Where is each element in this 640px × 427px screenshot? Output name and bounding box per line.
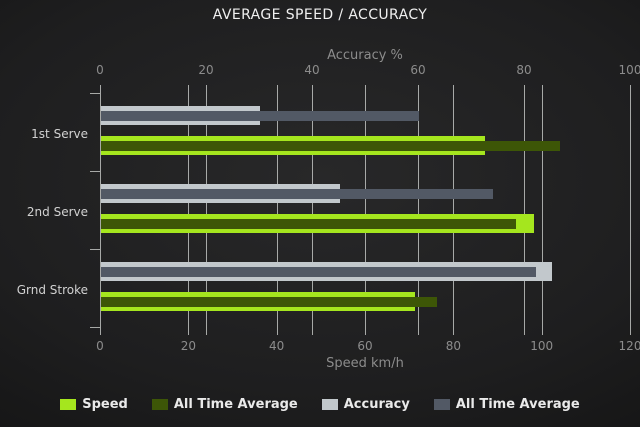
bottom-axis-tick: 20: [180, 339, 196, 353]
legend: Speed All Time Average Accuracy All Time Av…: [0, 397, 640, 412]
bottom-axis-tick: 0: [96, 339, 104, 353]
legend-item-label: Accuracy: [343, 397, 410, 412]
bottom-axis-tick: 100: [530, 339, 554, 353]
bar-2nd-serve-all-time-average-all-time: [101, 188, 494, 199]
gridline: [100, 85, 101, 335]
category-label: 2nd Serve: [26, 205, 88, 219]
gridline: [453, 85, 454, 335]
category-label: 1st Serve: [31, 127, 88, 141]
axis-serif: [90, 93, 100, 94]
top-axis-tick: 40: [304, 63, 320, 77]
bar-1st-serve-all-time-average-all-time: [101, 140, 561, 151]
top-axis-tick: 0: [96, 63, 104, 77]
gridline: [188, 85, 189, 335]
bar-2nd-serve-all-time-average-all-time: [101, 218, 517, 229]
legend-item-speed: Speed: [60, 397, 128, 412]
top-axis-tick: 20: [198, 63, 214, 77]
top-axis-label: Accuracy %: [327, 48, 403, 63]
legend-swatch-all-time-average: [151, 399, 168, 410]
gridline: [365, 85, 366, 335]
chart-title: AVERAGE SPEED / ACCURACY: [212, 7, 428, 23]
bottom-axis-tick: 40: [269, 339, 285, 353]
legend-item-all-time-average: All Time Average: [433, 397, 580, 412]
top-axis-tick: 80: [516, 63, 532, 77]
plot-area: [90, 85, 631, 335]
category-label: Grnd Stroke: [16, 283, 88, 297]
legend-swatch-all-time-average: [433, 399, 450, 410]
bar-grnd-stroke-all-time-average-all-time: [101, 296, 437, 307]
top-axis-tick: 60: [410, 63, 426, 77]
legend-item-label: Speed: [82, 397, 128, 412]
bar-1st-serve-all-time-average-all-time: [101, 110, 419, 121]
gridline: [312, 85, 313, 335]
gridline: [206, 85, 207, 335]
legend-item-all-time-average: All Time Average: [151, 397, 298, 412]
gridline: [542, 85, 543, 335]
bottom-axis-tick: 120: [618, 339, 640, 353]
axis-serif: [90, 249, 100, 250]
gridline: [524, 85, 525, 335]
legend-swatch-accuracy: [321, 399, 338, 410]
bottom-axis-tick: 60: [357, 339, 373, 353]
axis-serif: [90, 171, 100, 172]
axis-serif: [90, 327, 100, 328]
top-axis-tick: 100: [618, 63, 640, 77]
bottom-axis-label: Speed km/h: [326, 356, 404, 371]
gridline: [277, 85, 278, 335]
legend-item-accuracy: Accuracy: [321, 397, 410, 412]
legend-item-label: All Time Average: [173, 397, 298, 412]
bottom-axis-tick: 80: [445, 339, 461, 353]
legend-item-label: All Time Average: [455, 397, 580, 412]
gridline: [418, 85, 419, 335]
bar-grnd-stroke-all-time-average-all-time: [101, 266, 536, 277]
legend-swatch-speed: [60, 399, 77, 410]
gridline: [630, 85, 631, 335]
